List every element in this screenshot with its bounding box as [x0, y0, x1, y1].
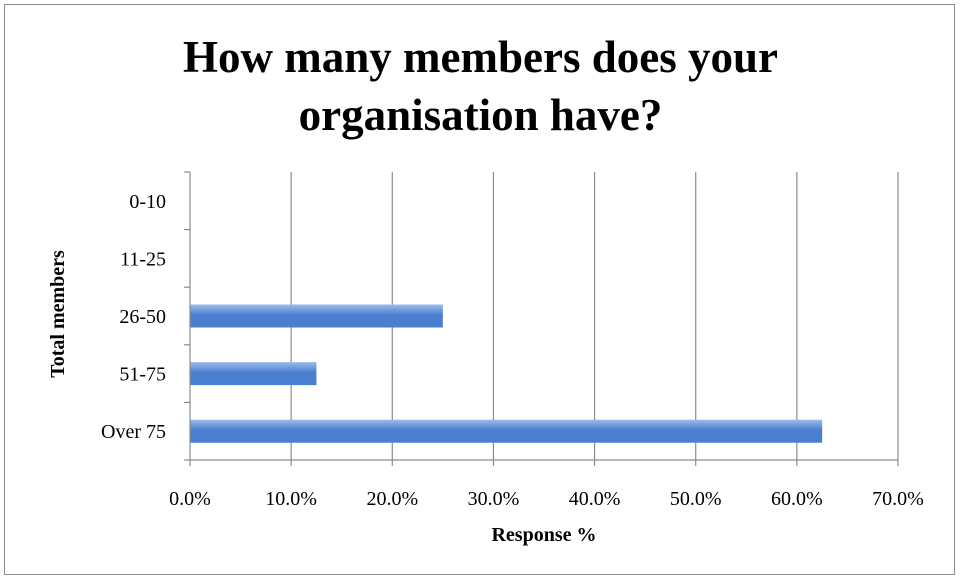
y-tick-label: 26-50	[119, 306, 166, 328]
x-tick-label: 20.0%	[366, 488, 418, 510]
bar	[190, 419, 823, 443]
y-tick-label: 0-10	[129, 191, 166, 213]
gridlines	[290, 172, 899, 460]
y-tick-label: 11-25	[120, 248, 166, 270]
x-tick-label: 50.0%	[670, 488, 722, 510]
x-tick-label: 0.0%	[169, 488, 211, 510]
y-axis-title: Total members	[47, 250, 69, 378]
bars	[190, 304, 823, 443]
x-tick-label: 10.0%	[265, 488, 317, 510]
y-tick-label: 51-75	[119, 364, 166, 386]
x-tick-label: 60.0%	[771, 488, 823, 510]
x-tick-label: 70.0%	[872, 488, 924, 510]
bar	[190, 304, 443, 328]
y-tick-labels: 0-10 11-25 26-50 51-75 Over 75	[101, 191, 166, 443]
x-tick-labels: 0.0% 10.0% 20.0% 30.0% 40.0% 50.0% 60.0% 70.0%	[169, 488, 924, 510]
x-axis-title: Response %	[491, 524, 596, 546]
x-tick-label: 40.0%	[569, 488, 621, 510]
y-tick-label: Over 75	[101, 421, 166, 443]
chart-title-line-1: How many members does your	[183, 32, 778, 82]
x-tick-label: 30.0%	[468, 488, 520, 510]
chart-title: How many members does your organisation …	[0, 28, 961, 144]
chart-title-line-2: organisation have?	[298, 90, 663, 140]
bar	[190, 362, 317, 386]
axes	[184, 171, 899, 466]
